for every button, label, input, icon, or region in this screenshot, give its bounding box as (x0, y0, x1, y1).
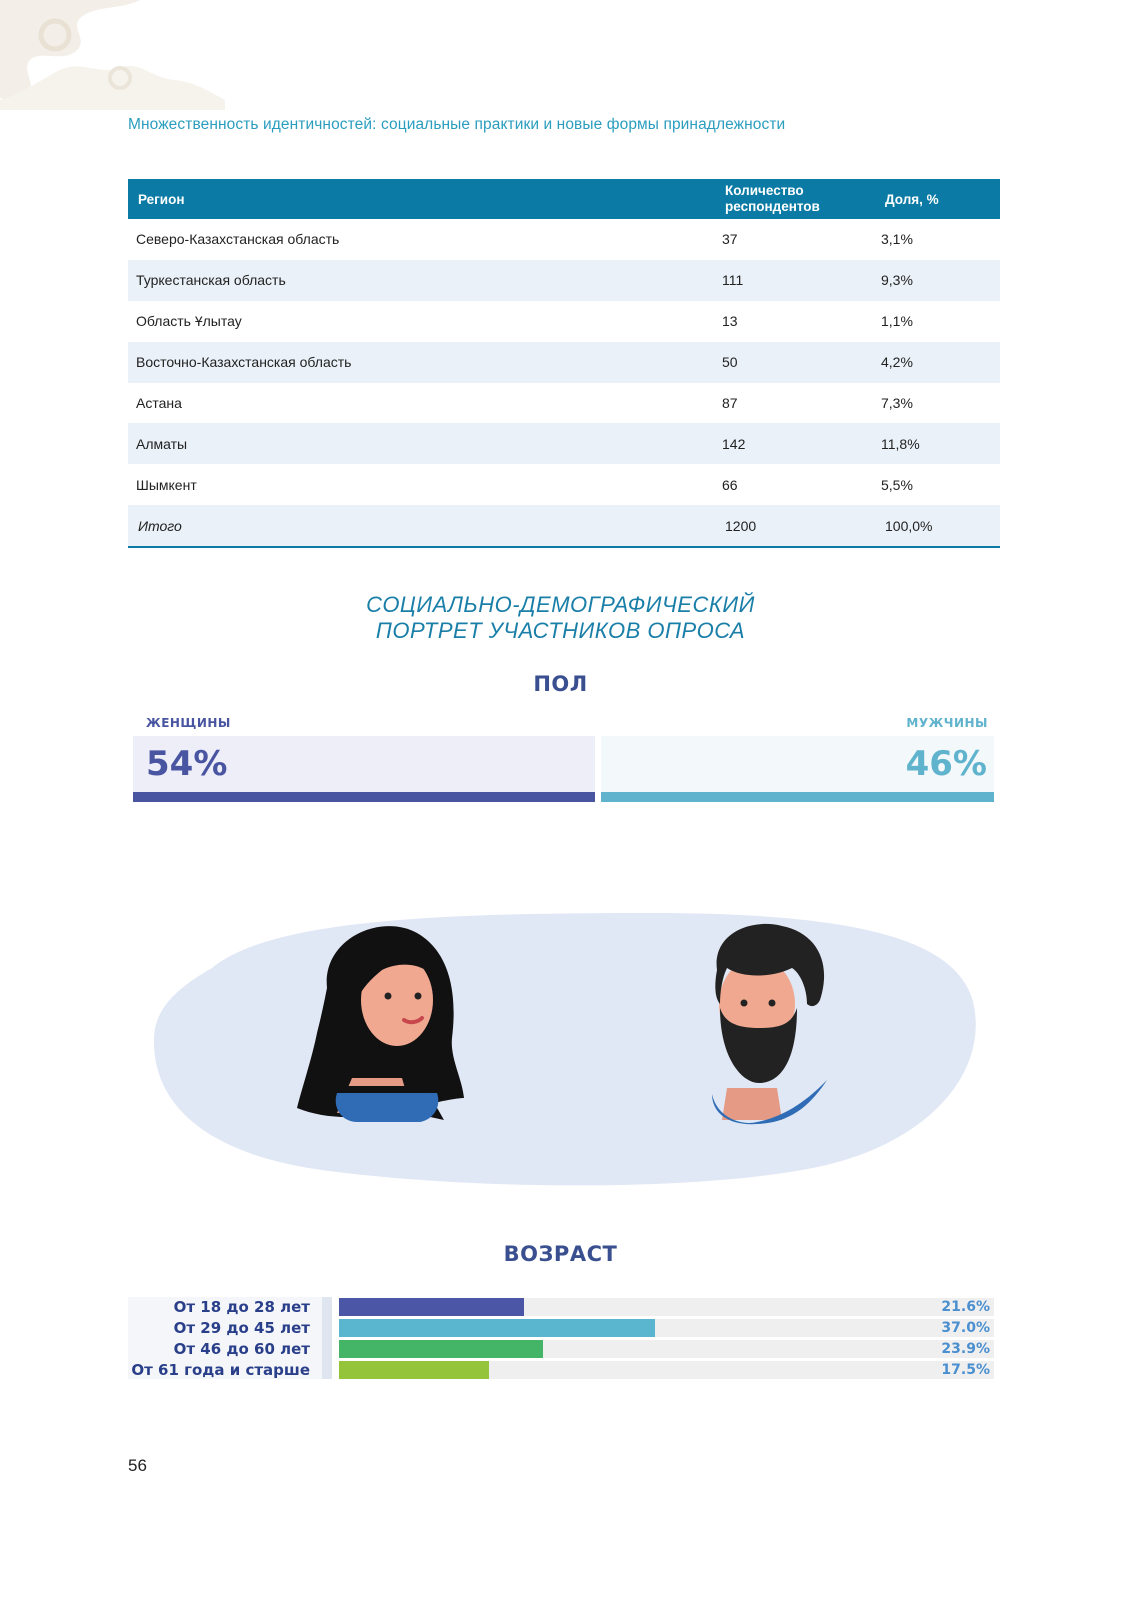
age-bar (339, 1298, 524, 1316)
cell-total-count: 1200 (725, 517, 757, 534)
table-row: Северо-Казахстанская область 37 3,1% (128, 219, 1000, 260)
cell-count: 111 (722, 272, 744, 289)
cell-count: 142 (722, 435, 746, 452)
age-bar (339, 1319, 656, 1337)
cell-count: 37 (722, 231, 738, 248)
table-row: Шымкент 66 5,5% (128, 464, 1000, 505)
male-label: МУЖЧИНЫ (906, 716, 988, 730)
section-title-line-2: ПОРТРЕТ УЧАСТНИКОВ ОПРОСА (375, 618, 746, 643)
age-track (339, 1340, 994, 1358)
age-track (339, 1298, 994, 1316)
cell-region: Шымкент (136, 476, 197, 493)
cell-count: 50 (722, 354, 738, 371)
age-row: От 29 до 45 лет 37.0% (128, 1318, 998, 1338)
age-separator (322, 1297, 332, 1379)
male-box (601, 736, 994, 792)
people-illustration (153, 913, 976, 1186)
running-header: Множественность идентичностей: социальны… (128, 116, 786, 133)
table-row: Алматы 142 11,8% (128, 423, 1000, 465)
cell-region: Восточно-Казахстанская область (136, 354, 352, 371)
cell-region: Алматы (136, 435, 188, 452)
cell-total-share: 100,0% (885, 517, 933, 534)
age-track (339, 1361, 994, 1379)
age-label: От 46 до 60 лет (173, 1340, 310, 1358)
table-total-row: Итого 1200 100,0% (128, 505, 1000, 549)
cell-region: Северо-Казахстанская область (136, 231, 340, 248)
section-title: СОЦИАЛЬНО-ДЕМОГРАФИЧЕСКИЙ ПОРТРЕТ УЧАСТН… (0, 592, 1121, 644)
age-labels-panel (128, 1297, 322, 1379)
age-row: От 18 до 28 лет 21.6% (128, 1297, 998, 1317)
age-bar (339, 1361, 489, 1379)
table-row: Туркестанская область 111 9,3% (128, 259, 1000, 301)
cell-region: Астана (136, 395, 182, 411)
male-bar (601, 792, 994, 802)
age-label: От 29 до 45 лет (173, 1319, 310, 1337)
age-label: От 61 года и старше (131, 1361, 310, 1379)
age-value: 21.6% (941, 1299, 990, 1315)
table-row: Восточно-Казахстанская область 50 4,2% (128, 341, 1000, 383)
region-table: Регион Количество респондентов Доля, % С… (128, 179, 1000, 549)
female-value: 54% (146, 744, 228, 784)
man-avatar-icon (712, 923, 827, 1125)
cell-share: 11,8% (881, 435, 920, 452)
cell-count: 87 (722, 395, 738, 411)
woman-avatar-icon (297, 926, 464, 1122)
cell-share: 3,1% (881, 231, 913, 248)
cell-share: 1,1% (881, 313, 913, 330)
cell-total-label: Итого (138, 517, 182, 534)
age-value: 23.9% (941, 1341, 990, 1357)
ornament-decoration (0, 0, 225, 110)
cell-count: 66 (722, 476, 738, 493)
table-row: Астана 87 7,3% (128, 383, 1000, 424)
header-region: Регион (138, 191, 185, 207)
male-value: 46% (905, 744, 987, 784)
table-row: Область Ұлытау 13 1,1% (128, 301, 1000, 342)
age-track (339, 1319, 994, 1337)
age-value: 37.0% (941, 1320, 990, 1336)
age-label: От 18 до 28 лет (173, 1298, 310, 1316)
cell-share: 4,2% (881, 354, 913, 371)
cell-share: 9,3% (881, 272, 913, 289)
female-label: ЖЕНЩИНЫ (146, 716, 231, 730)
page-number: 56 (128, 1456, 147, 1475)
cell-region: Туркестанская область (136, 272, 286, 289)
gender-title: ПОЛ (533, 672, 588, 696)
cell-region: Область Ұлытау (136, 313, 242, 330)
cell-share: 5,5% (881, 476, 913, 493)
age-row: От 46 до 60 лет 23.9% (128, 1339, 998, 1359)
female-bar (133, 792, 595, 802)
cell-count: 13 (722, 313, 738, 330)
female-box (133, 736, 595, 792)
age-title: ВОЗРАСТ (503, 1242, 618, 1266)
age-value: 17.5% (941, 1362, 990, 1378)
header-share: Доля, % (885, 191, 939, 207)
age-row: От 61 года и старше 17.5% (128, 1360, 998, 1380)
section-title-line-1: СОЦИАЛЬНО-ДЕМОГРАФИЧЕСКИЙ (366, 592, 755, 617)
cell-share: 7,3% (881, 395, 913, 411)
age-bar (339, 1340, 544, 1358)
header-respondents: Количество респондентов (725, 183, 820, 214)
table-header: Регион Количество респондентов Доля, % (128, 179, 1000, 219)
